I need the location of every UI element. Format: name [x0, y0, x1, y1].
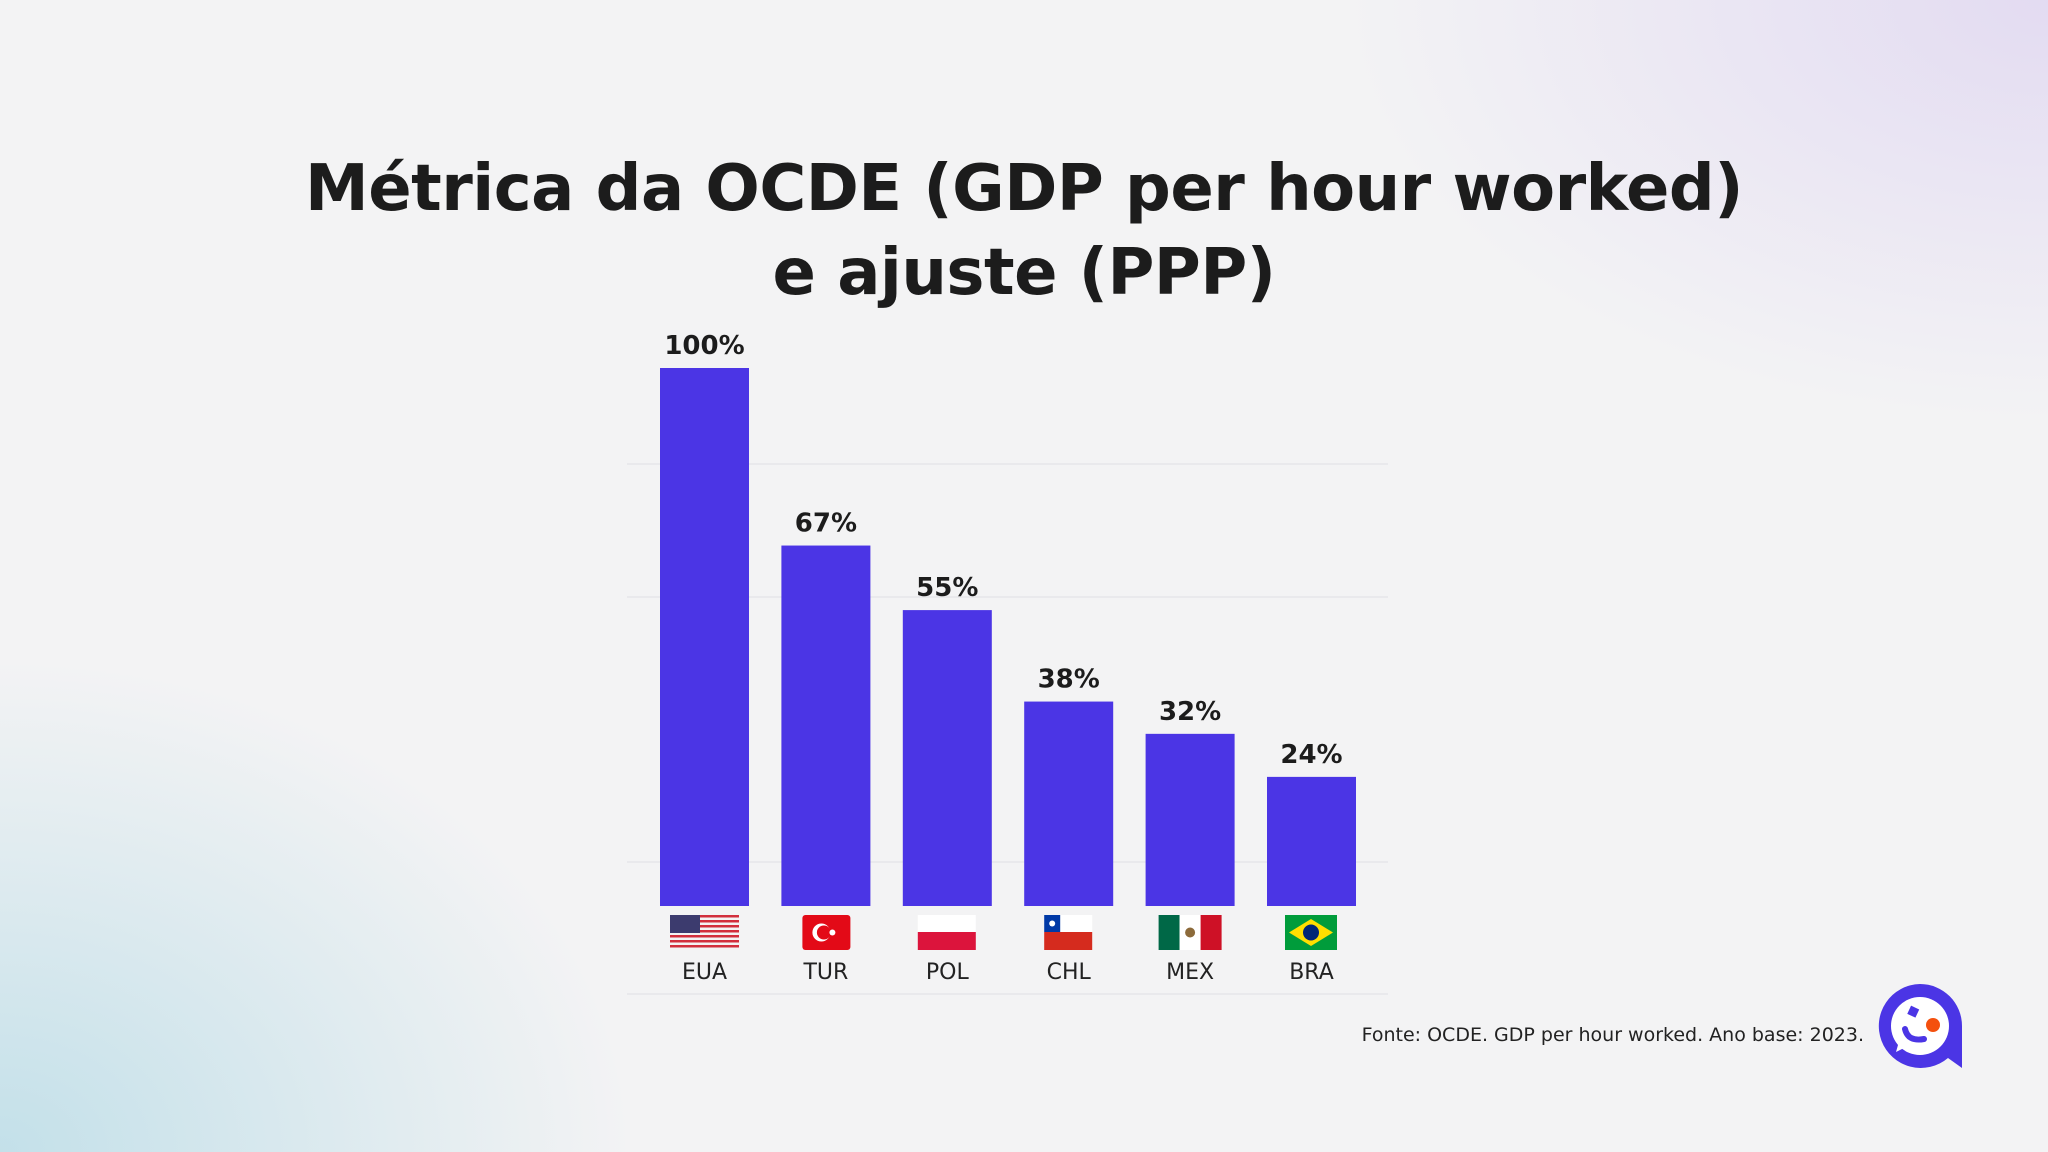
bar-eua: [660, 368, 749, 906]
brand-logo-icon: [1878, 984, 1962, 1068]
chart-title-line-1: Métrica da OCDE (GDP per hour worked): [305, 152, 1743, 226]
bar-mex: [1145, 733, 1235, 906]
data-label: 38%: [1038, 665, 1100, 695]
bar-chl: [1024, 701, 1114, 906]
flag-turkey-icon: [802, 915, 851, 950]
category-label: CHL: [1047, 960, 1092, 985]
bar-tur: [781, 545, 871, 906]
flag-mexico-icon: [1158, 915, 1222, 950]
category-label: MEX: [1166, 960, 1214, 985]
bar-pol: [902, 610, 992, 906]
category-label: TUR: [802, 960, 848, 985]
data-label: 100%: [664, 331, 744, 361]
flag-chile-icon: [1044, 915, 1093, 950]
flag-usa-icon: [670, 915, 739, 948]
category-label: POL: [926, 960, 970, 985]
data-label: 67%: [795, 509, 857, 539]
flag-poland-icon: [917, 915, 976, 950]
chart-title-line-2: e ajuste (PPP): [772, 236, 1276, 310]
source-note: Fonte: OCDE. GDP per hour worked. Ano ba…: [1361, 1024, 1864, 1046]
data-label: 55%: [916, 573, 978, 603]
category-label: EUA: [682, 960, 727, 985]
data-label: 32%: [1159, 697, 1221, 727]
data-label: 24%: [1280, 740, 1342, 770]
bar-bra: [1267, 776, 1356, 906]
category-label: BRA: [1289, 960, 1334, 985]
flag-brazil-icon: [1285, 915, 1337, 950]
